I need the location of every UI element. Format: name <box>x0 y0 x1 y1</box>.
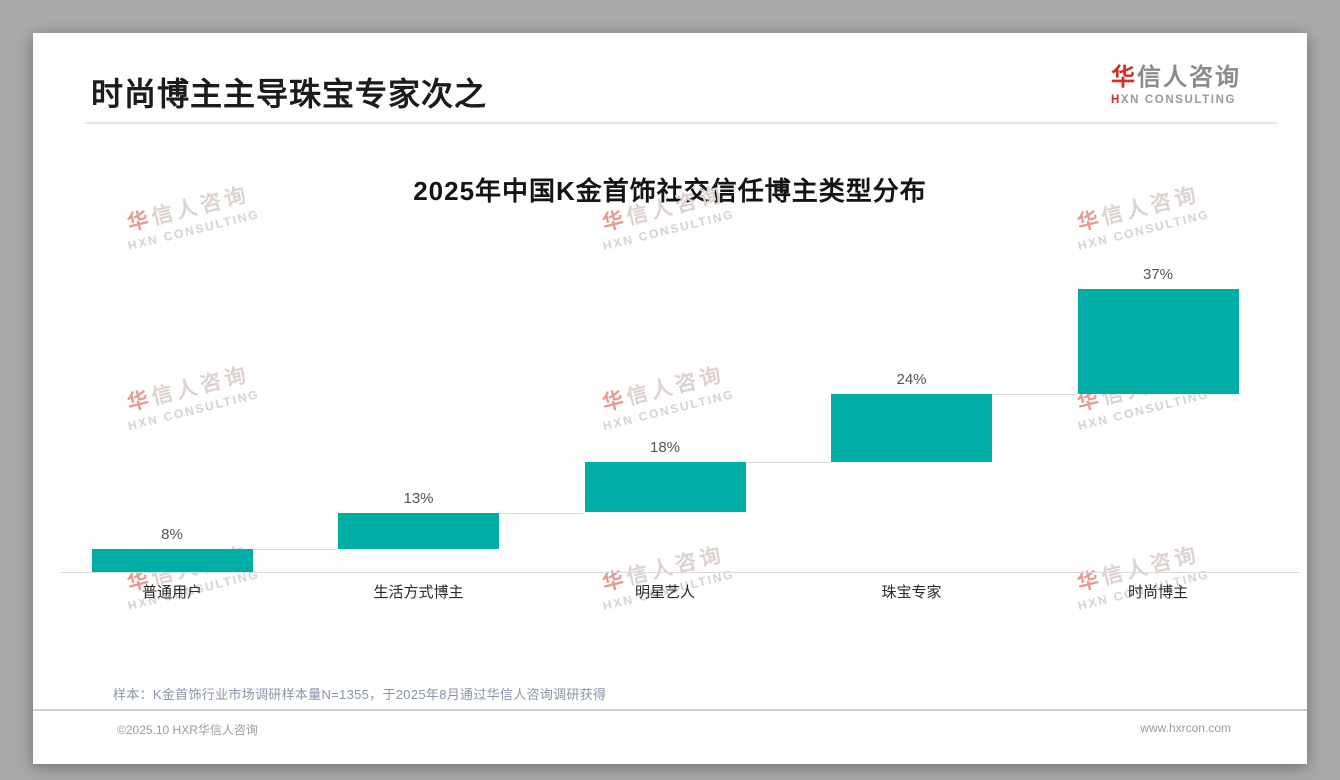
brand-logo: 华信人咨询 HXN CONSULTING <box>1111 57 1241 106</box>
step-connector-line <box>499 512 585 514</box>
brand-logo-zh-rest: 信人咨询 <box>1137 64 1241 91</box>
step-connector-line <box>252 549 338 551</box>
bar-value-label: 8% <box>161 526 183 544</box>
x-axis-label: 时尚博主 <box>1127 584 1188 601</box>
chart-bar <box>584 461 746 513</box>
watermark-zh-rest: 信人咨询 <box>624 362 727 410</box>
brand-logo-chinese: 华信人咨询 <box>1111 57 1241 92</box>
watermark-zh-accent: 华 <box>125 207 155 236</box>
brand-logo-en-rest: XN CONSULTING <box>1120 94 1237 106</box>
watermark-zh-accent: 华 <box>1075 207 1105 236</box>
chart-title: 2025年中国K金首饰社交信任博主类型分布 <box>413 176 927 206</box>
bar-value-label: 37% <box>1142 266 1174 283</box>
watermark-zh-rest: 信人咨询 <box>149 362 252 410</box>
chart-bar <box>338 512 499 550</box>
chart-bar <box>91 549 253 572</box>
website-url: www.hxrcon.com <box>1140 721 1231 735</box>
sample-footnote: 样本：K金首饰行业市场调研样本量N=1355，于2025年8月通过华信人咨询调研… <box>113 687 607 702</box>
chart-bar <box>1077 289 1239 394</box>
brand-logo-english: HXN CONSULTING <box>1111 94 1241 106</box>
x-axis-label: 生活方式博主 <box>373 584 464 601</box>
copyright-text: ©2025.10 HXR华信人咨询 <box>117 723 258 737</box>
bar-value-label: 13% <box>403 489 434 507</box>
step-connector-line <box>992 393 1078 395</box>
x-axis-label: 普通用户 <box>141 584 202 601</box>
slide-card: 时尚博主主导珠宝专家次之 华信人咨询 HXN CONSULTING 2025年中… <box>33 33 1307 764</box>
x-axis-line <box>60 572 1300 573</box>
x-axis-label: 明星艺人 <box>634 584 695 601</box>
slide-title: 时尚博主主导珠宝专家次之 <box>91 76 488 112</box>
brand-logo-en-accent: H <box>1111 94 1121 106</box>
footer-divider <box>33 709 1307 711</box>
step-connector-line <box>745 461 831 463</box>
watermark-zh-accent: 华 <box>600 207 630 236</box>
x-axis-label: 珠宝专家 <box>881 584 942 601</box>
bar-value-label: 18% <box>649 438 681 456</box>
bar-value-label: 24% <box>896 370 927 388</box>
watermark-english-text: HXN CONSULTING <box>126 386 261 434</box>
chart-bar <box>831 393 992 462</box>
watermark-zh-accent: 华 <box>125 387 155 416</box>
watermark-zh-accent: 华 <box>600 387 630 416</box>
brand-logo-zh-accent: 华 <box>1111 64 1137 91</box>
watermark-chinese-text: 华信人咨询 <box>58 342 318 434</box>
watermark-chinese-text: 华信人咨询 <box>533 342 793 434</box>
header-divider <box>85 122 1277 124</box>
